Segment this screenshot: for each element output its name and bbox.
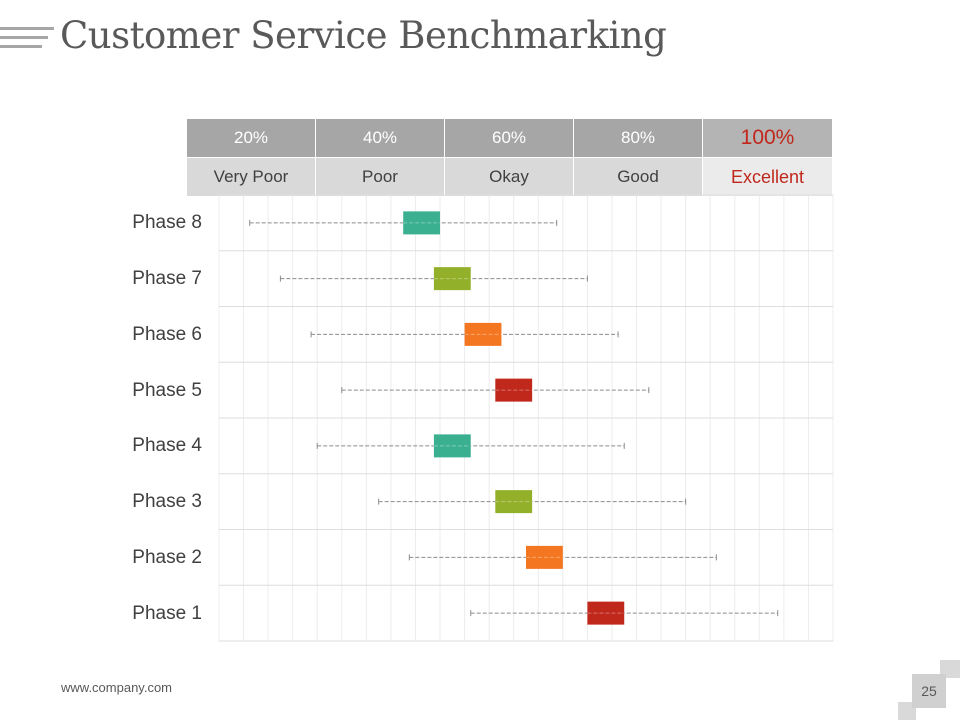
phase-box [433,434,471,458]
phase-label: Phase 2 [132,547,202,568]
scale-rating-poor: Poor [316,157,445,196]
scale-percent-20: 20% [187,119,316,157]
phase-box [464,322,502,346]
corner-decoration [898,702,916,720]
scale-rating-good: Good [574,157,703,196]
page-number: 25 [912,674,946,708]
title-decoration-lines [0,27,54,53]
phase-box [587,601,625,625]
footer-url: www.company.com [61,680,173,695]
scale-rating-very-poor: Very Poor [187,157,316,196]
phase-box [495,378,533,402]
phase-box [433,267,471,291]
page-title: Customer Service Benchmarking [60,14,667,57]
phase-label: Phase 7 [132,268,202,289]
scale-percent-60: 60% [445,119,574,157]
phase-label: Phase 8 [132,212,202,233]
scale-percent-40: 40% [316,119,445,157]
scale-rating-excellent: Excellent [703,157,832,196]
phase-label: Phase 4 [132,435,202,456]
phase-box [526,545,563,569]
phase-box [403,211,441,235]
phase-box [495,490,533,514]
phase-label: Phase 1 [132,603,202,624]
scale-percent-80: 80% [574,119,703,157]
scale-percent-100: 100% [703,119,832,157]
scale-rating-okay: Okay [445,157,574,196]
phase-label: Phase 6 [132,324,202,345]
phase-label: Phase 3 [132,491,202,512]
phase-label: Phase 5 [132,380,202,401]
corner-decoration [940,660,960,678]
